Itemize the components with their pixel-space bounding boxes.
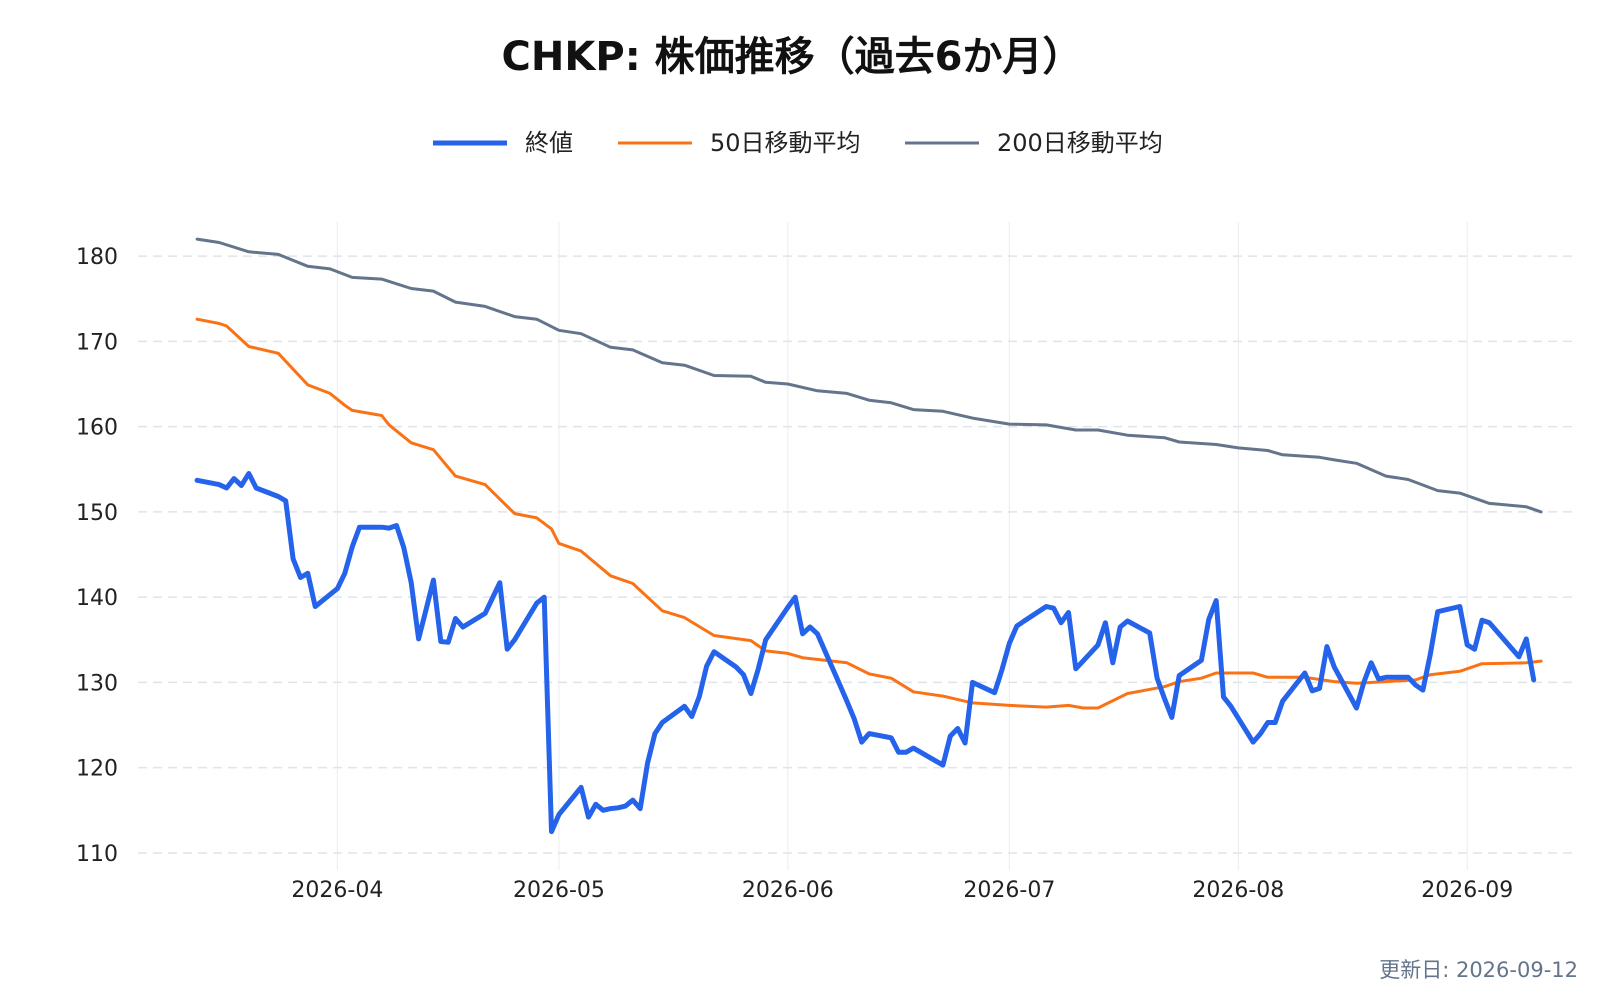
- y-tick-label: 180: [76, 245, 118, 270]
- y-tick-label: 160: [76, 416, 118, 441]
- y-tick-label: 110: [76, 842, 118, 867]
- axis-ticks: 2026-04 2026-05 2026-06 2026-07 2026-08 2026-…: [76, 245, 1513, 903]
- x-tick-label: 2026-07: [963, 878, 1055, 903]
- plot-area: [194, 237, 1543, 835]
- y-tick-label: 120: [76, 757, 118, 782]
- y-tick-label: 150: [76, 501, 118, 526]
- grid: [138, 222, 1578, 870]
- x-tick-label: 2026-08: [1192, 878, 1284, 903]
- updated-date-note: 更新日: 2026-09-12: [1379, 958, 1578, 982]
- legend-label: 終値: [525, 129, 573, 157]
- x-tick-label: 2026-05: [513, 878, 605, 903]
- x-tick-label: 2026-06: [742, 878, 834, 903]
- y-tick-label: 140: [76, 586, 118, 611]
- y-tick-label: 170: [76, 330, 118, 355]
- series-line-0: [194, 471, 1537, 835]
- legend-label: 200日移動平均: [997, 129, 1163, 157]
- legend-label: 50日移動平均: [710, 129, 861, 157]
- y-tick-label: 130: [76, 671, 118, 696]
- x-tick-label: 2026-04: [291, 878, 383, 903]
- chart-title: CHKP: 株価推移（過去6か月）: [502, 34, 1083, 80]
- x-tick-label: 2026-09: [1421, 878, 1513, 903]
- series-line-2: [195, 237, 1543, 514]
- series-line-1: [195, 317, 1543, 710]
- legend: 終値 50日移動平均 200日移動平均: [433, 129, 1163, 157]
